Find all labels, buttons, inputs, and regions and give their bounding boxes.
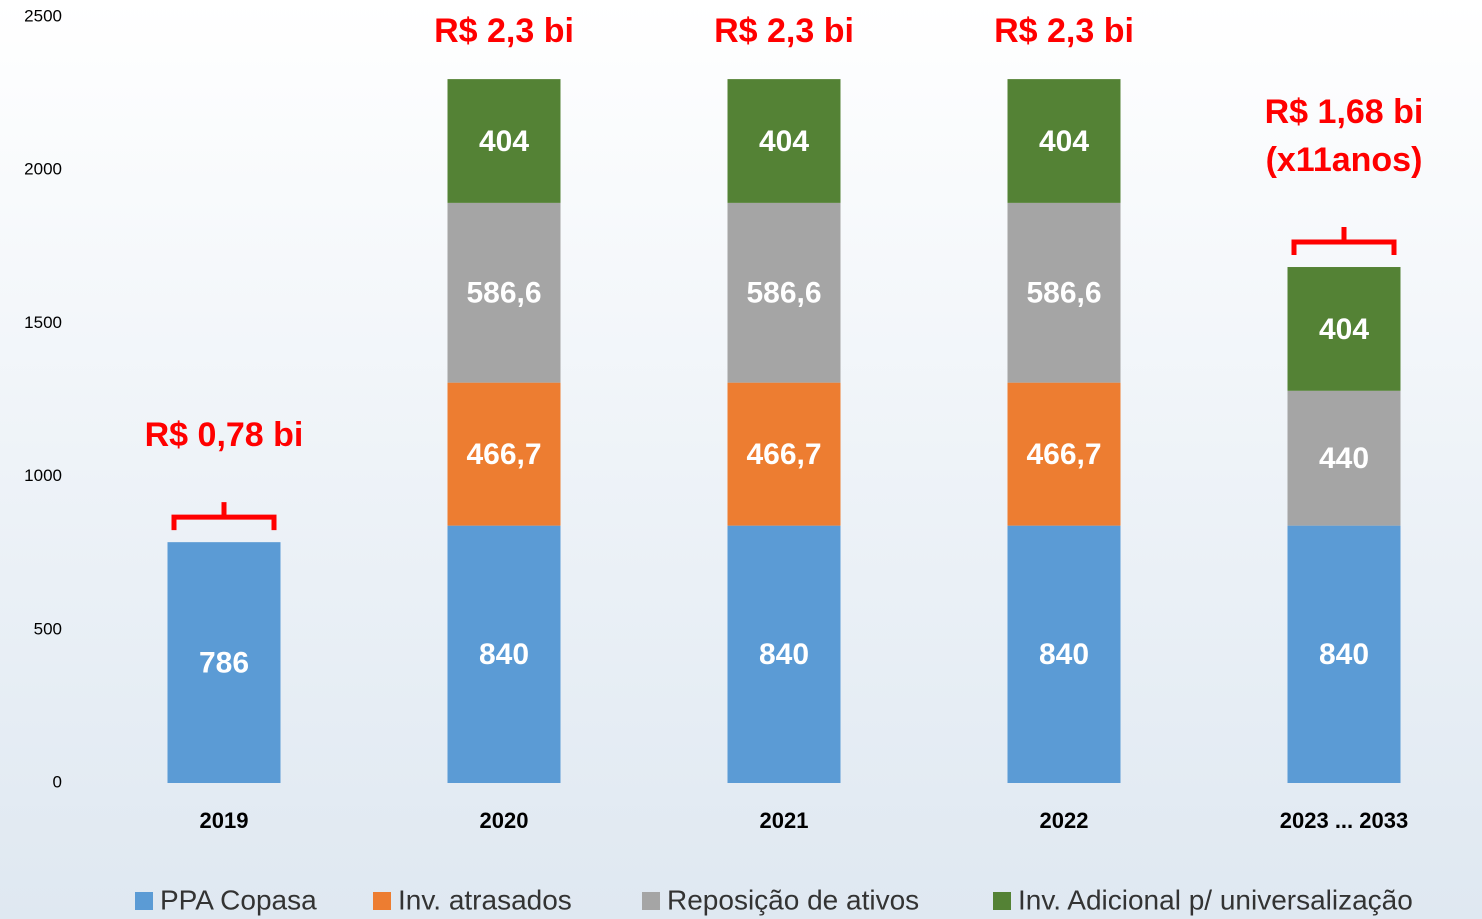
segment-label: 466,7 xyxy=(746,438,821,471)
x-tick-label: 2020 xyxy=(480,808,529,833)
segment-label: 466,7 xyxy=(466,438,541,471)
x-tick-label: 2023 ... 2033 xyxy=(1280,808,1408,833)
segment-label: 586,6 xyxy=(466,277,541,310)
total-label: (x11anos) xyxy=(1266,141,1423,179)
legend-swatch xyxy=(135,892,153,910)
segment-label: 840 xyxy=(1319,638,1369,671)
bar-segment xyxy=(1287,267,1401,391)
bar-segment xyxy=(727,202,841,383)
total-label: R$ 2,3 bi xyxy=(714,12,854,50)
bar-segment xyxy=(1007,79,1121,203)
legend-label: Inv. atrasados xyxy=(398,884,572,915)
total-label: R$ 0,78 bi xyxy=(145,416,304,454)
legend-label: Reposição de ativos xyxy=(667,884,919,915)
segment-label: 466,7 xyxy=(1026,438,1101,471)
bar-segment xyxy=(727,525,841,783)
legend-label: Inv. Adicional p/ universalização xyxy=(1018,884,1413,915)
total-label: R$ 1,68 bi xyxy=(1265,93,1424,131)
y-tick-label: 1000 xyxy=(24,466,62,485)
legend-swatch xyxy=(373,892,391,910)
y-tick-label: 0 xyxy=(53,772,62,791)
bar-segment xyxy=(1287,390,1401,526)
bar-segment xyxy=(167,542,281,783)
segment-label: 404 xyxy=(1319,313,1369,346)
segment-label: 586,6 xyxy=(746,277,821,310)
legend-swatch xyxy=(642,892,660,910)
bar-segment xyxy=(1287,525,1401,783)
bar-segment xyxy=(1007,202,1121,383)
segment-label: 440 xyxy=(1319,442,1369,475)
segment-label: 586,6 xyxy=(1026,277,1101,310)
total-bracket xyxy=(171,502,277,531)
legend-label: PPA Copasa xyxy=(160,884,317,915)
y-tick-label: 500 xyxy=(34,619,62,638)
bar-segment xyxy=(1007,382,1121,526)
legend-swatch xyxy=(993,892,1011,910)
x-tick-label: 2021 xyxy=(760,808,809,833)
bar-segment xyxy=(727,382,841,526)
bar-segment xyxy=(1007,525,1121,783)
y-tick-label: 2000 xyxy=(24,160,62,179)
segment-label: 786 xyxy=(199,647,249,680)
segment-label: 840 xyxy=(759,638,809,671)
segment-label: 404 xyxy=(479,125,529,158)
bar-segment xyxy=(447,382,561,526)
bar-segment xyxy=(447,202,561,383)
total-label: R$ 2,3 bi xyxy=(434,12,574,50)
segment-label: 404 xyxy=(1039,125,1089,158)
bar-segment xyxy=(447,525,561,783)
segment-label: 840 xyxy=(1039,638,1089,671)
total-bracket xyxy=(1291,227,1397,256)
bar-segment xyxy=(727,79,841,203)
y-tick-label: 1500 xyxy=(24,313,62,332)
y-tick-label: 2500 xyxy=(24,6,62,25)
x-tick-label: 2022 xyxy=(1040,808,1089,833)
segment-label: 840 xyxy=(479,638,529,671)
total-label: R$ 2,3 bi xyxy=(994,12,1134,50)
bar-segment xyxy=(447,79,561,203)
x-tick-label: 2019 xyxy=(200,808,249,833)
segment-label: 404 xyxy=(759,125,809,158)
